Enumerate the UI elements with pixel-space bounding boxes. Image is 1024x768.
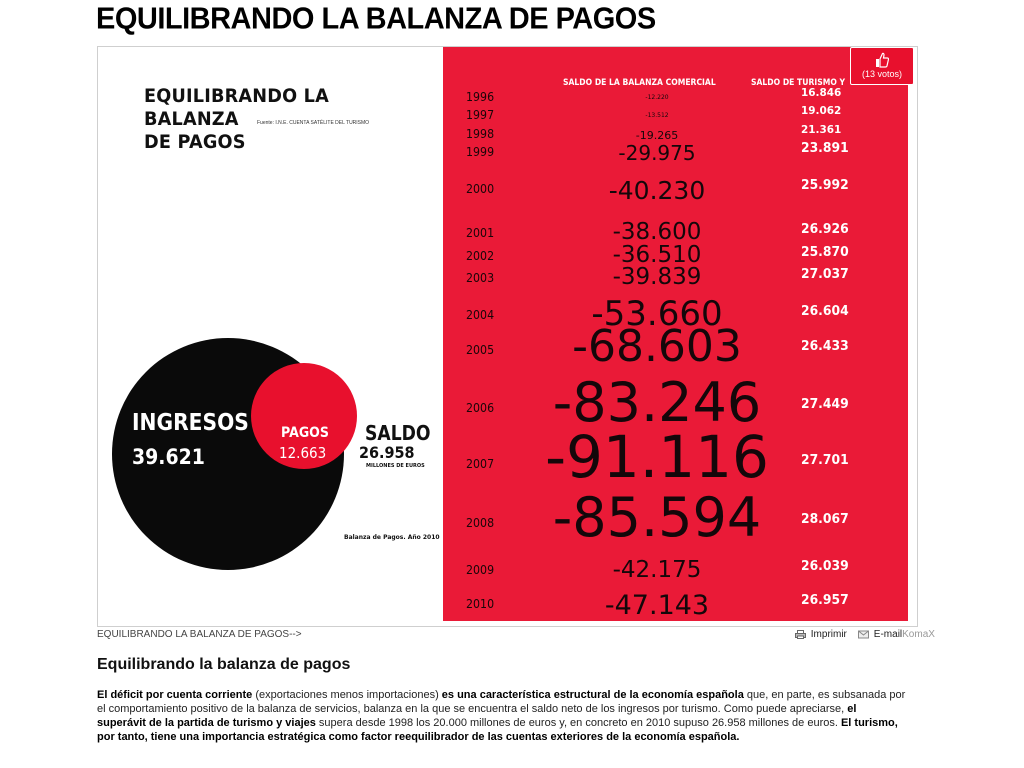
table-tourism-1998: 21.361 (801, 123, 842, 136)
table-tourism-2003: 27.037 (801, 267, 849, 282)
article-bold-1: El déficit por cuenta corriente (97, 689, 253, 701)
table-year-1998: 1998 (466, 127, 495, 141)
source-note: Fuente: I.N.E. CUENTA SATÉLITE DEL TURIS… (257, 120, 370, 126)
table-trade-2006: -83.246 (552, 371, 762, 434)
table-trade-1998: -19.265 (635, 129, 679, 142)
votes-count: (13 votos) (861, 69, 903, 79)
saldo-value: 26.958 (359, 443, 415, 462)
table-tourism-1997: 19.062 (801, 104, 842, 117)
table-trade-2004: -53.660 (591, 294, 723, 334)
table-year-1997: 1997 (466, 108, 495, 122)
table-tourism-2002: 25.870 (801, 245, 849, 260)
infographic-left-panel: EQUILIBRANDO LA BALANZA DE PAGOS Fuente:… (98, 47, 443, 626)
table-year-2006: 2006 (466, 401, 495, 415)
table-tourism-2006: 27.449 (801, 397, 849, 412)
table-year-2005: 2005 (466, 343, 495, 357)
table-tourism-2008: 28.067 (801, 512, 849, 527)
table-trade-2001: -38.600 (612, 219, 702, 245)
table-tourism-2000: 25.992 (801, 178, 849, 193)
article-bold-3: el superávit de la partida de turismo y … (97, 703, 857, 729)
infographic-title-line2: DE PAGOS (144, 131, 246, 153)
column-header-trade: SALDO DE LA BALANZA COMERCIAL (563, 78, 716, 88)
email-icon (858, 630, 870, 639)
table-trade-2003: -39.839 (612, 264, 702, 290)
table-tourism-2001: 26.926 (801, 222, 849, 237)
saldo-label: SALDO (365, 421, 431, 445)
pagos-value: 12.663 (279, 444, 327, 462)
infographic-image: EQUILIBRANDO LA BALANZA DE PAGOS Fuente:… (97, 46, 918, 627)
table-trade-2005: -68.603 (572, 321, 742, 372)
table-year-2000: 2000 (466, 182, 495, 196)
article-body: El déficit por cuenta corriente (exporta… (97, 688, 907, 744)
table-year-1999: 1999 (466, 145, 495, 159)
infographic-title-line1: EQUILIBRANDO LA BALANZA (144, 85, 329, 130)
table-tourism-2009: 26.039 (801, 559, 849, 574)
pagos-circle (251, 363, 357, 469)
table-trade-2002: -36.510 (612, 242, 702, 268)
page-title: EQUILIBRANDO LA BALANZA DE PAGOS (96, 2, 656, 36)
figure-caption-link[interactable]: EQUILIBRANDO LA BALANZA DE PAGOS--> (97, 629, 302, 640)
column-header-tourism: SALDO DE TURISMO Y (751, 78, 846, 88)
table-tourism-2005: 26.433 (801, 339, 849, 354)
saldo-unit: MILLONES DE EUROS (366, 463, 425, 469)
table-year-2001: 2001 (466, 226, 495, 240)
table-year-2007: 2007 (466, 457, 495, 471)
article-text-3: supera desde 1998 los 20.000 millones de… (315, 717, 841, 729)
table-trade-1996: -12.220 (645, 94, 669, 101)
table-trade-2000: -40.230 (608, 176, 706, 205)
infographic-title: EQUILIBRANDO LA BALANZA DE PAGOS (144, 85, 422, 154)
table-year-1996: 1996 (466, 90, 495, 104)
article-tools: Imprimir E-mailKomaX (795, 629, 935, 640)
table-tourism-2004: 26.604 (801, 304, 849, 319)
pagos-label: PAGOS (281, 425, 329, 441)
table-year-2010: 2010 (466, 597, 495, 611)
article-heading: Equilibrando la balanza de pagos (97, 656, 351, 673)
votes-button[interactable]: (13 votos) (850, 47, 914, 85)
table-tourism-2010: 26.957 (801, 593, 849, 608)
article-text-1: (exportaciones menos importaciones) (252, 689, 442, 701)
table-trade-2008: -85.594 (552, 486, 762, 549)
table-year-2008: 2008 (466, 516, 495, 530)
infographic-caption: Balanza de Pagos. Año 2010 (344, 534, 440, 541)
article-bold-2: es una característica estructural de la … (441, 689, 744, 701)
ingresos-value: 39.621 (132, 445, 205, 469)
ingresos-label: INGRESOS (132, 410, 249, 436)
table-tourism-1996: 16.846 (801, 86, 842, 99)
table-trade-1999: -29.975 (618, 141, 696, 165)
brand-text: KomaX (902, 629, 935, 640)
table-year-2009: 2009 (466, 563, 495, 577)
print-icon (795, 630, 806, 639)
table-year-2003: 2003 (466, 271, 495, 285)
table-trade-2010: -47.143 (604, 590, 710, 621)
table-tourism-1999: 23.891 (801, 141, 849, 156)
thumbs-up-icon (876, 52, 889, 68)
table-year-2002: 2002 (466, 249, 495, 263)
article-text-2: que, en parte, es subsanada por el compo… (97, 689, 906, 715)
table-trade-2007: -91.116 (545, 423, 769, 491)
table-tourism-2007: 27.701 (801, 453, 849, 468)
email-link[interactable]: E-mail (873, 629, 903, 640)
table-year-2004: 2004 (466, 308, 495, 322)
table-trade-1997: -13.512 (645, 112, 669, 119)
print-link[interactable]: Imprimir (810, 629, 847, 640)
data-table-panel: SALDO DE LA BALANZA COMERCIAL SALDO DE T… (443, 47, 908, 621)
article-bold-4: El turismo, por tanto, tiene una importa… (97, 717, 898, 743)
table-trade-2009: -42.175 (612, 557, 702, 583)
